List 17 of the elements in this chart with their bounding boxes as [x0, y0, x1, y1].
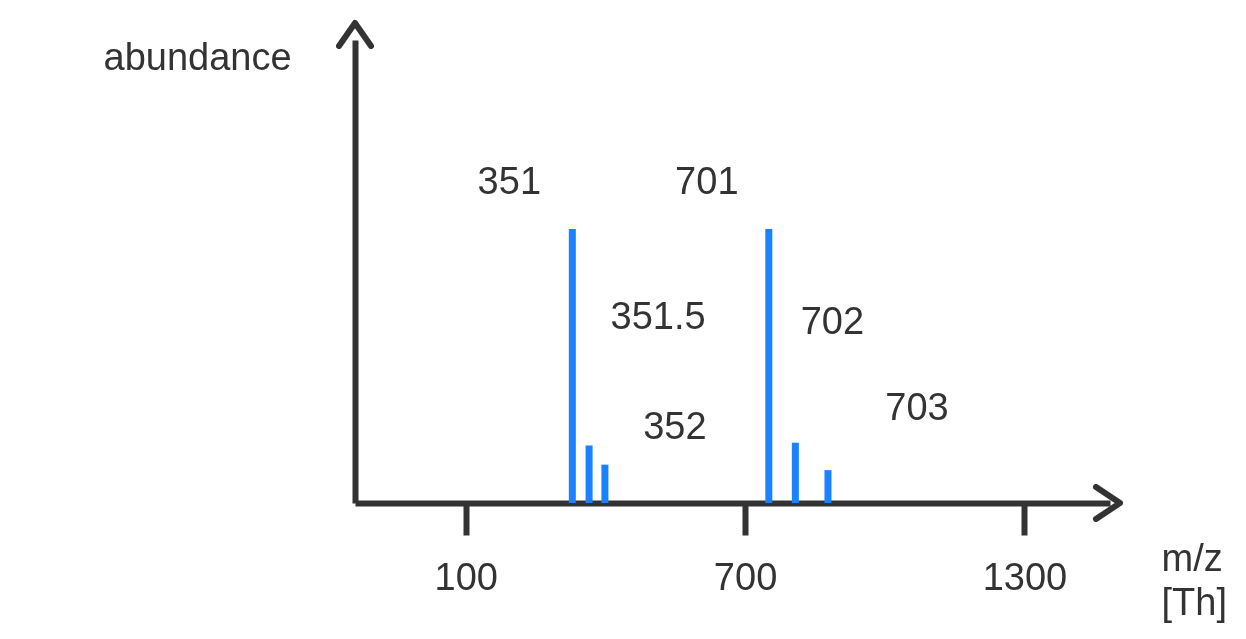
x-tick-label: 100	[434, 555, 498, 598]
bar	[824, 470, 832, 503]
bar	[601, 464, 609, 503]
annotation: 351	[477, 160, 542, 203]
bar	[568, 229, 576, 503]
annotation: 351.5	[610, 295, 706, 338]
bar	[791, 442, 799, 503]
x-axis-title: m/z [Th]	[1161, 536, 1227, 623]
x-tick-label: 1300	[982, 555, 1068, 598]
x-tick-label: 700	[713, 555, 778, 598]
bar	[585, 445, 593, 503]
y-axis-title: abundance	[103, 35, 292, 78]
bar	[765, 229, 773, 503]
annotation: 701	[675, 160, 739, 203]
annotation: 702	[800, 299, 865, 342]
annotation: 352	[643, 404, 707, 447]
annotation: 703	[885, 386, 949, 429]
